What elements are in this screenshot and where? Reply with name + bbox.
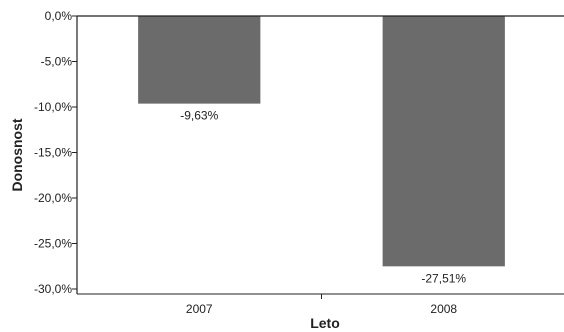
y-tick-label: -15,0% xyxy=(34,146,72,160)
y-tick-label: -30,0% xyxy=(34,282,72,296)
x-axis-title: Leto xyxy=(310,315,340,331)
bar-2008 xyxy=(382,16,505,267)
y-tick-label: -5,0% xyxy=(41,55,73,69)
y-axis-title: Donosnost xyxy=(9,118,25,191)
data-label: -9,63% xyxy=(180,109,218,123)
x-tick-label: 2007 xyxy=(186,302,213,316)
y-tick-label: -25,0% xyxy=(34,237,72,251)
y-tick-label: -10,0% xyxy=(34,100,72,114)
x-tick-label: 2008 xyxy=(430,302,457,316)
y-ticks-group: 0,0% -5,0% -10,0% -15,0% -20,0% -25,0% -30,0% xyxy=(34,9,77,296)
bars-group xyxy=(138,16,505,267)
data-label: -27,51% xyxy=(421,271,466,285)
bar-2007 xyxy=(138,16,261,104)
y-tick-label: -20,0% xyxy=(34,191,72,205)
x-ticks-group: 2007 2008 xyxy=(186,294,457,316)
y-tick-label: 0,0% xyxy=(45,9,73,23)
data-labels-group: -9,63% -27,51% xyxy=(180,109,466,286)
